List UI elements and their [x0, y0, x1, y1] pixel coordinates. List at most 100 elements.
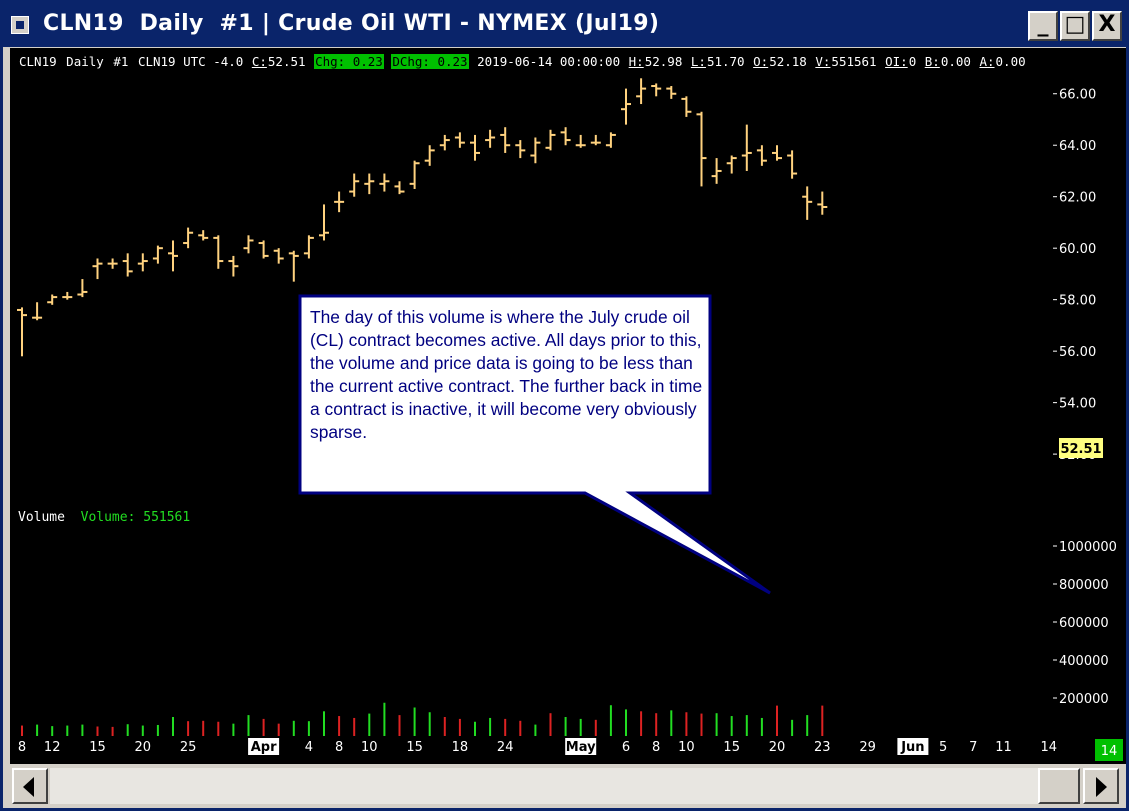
volume-tick-label: 800000 [1059, 578, 1109, 593]
callout-box [298, 294, 771, 595]
price-bar [802, 186, 813, 220]
price-bar [107, 258, 118, 269]
scroll-right-button[interactable] [1083, 768, 1119, 804]
last-price-badge: 52.51 [1059, 438, 1103, 458]
price-bar [424, 145, 435, 166]
volume-tick-label: 600000 [1059, 616, 1109, 631]
price-bar [92, 258, 103, 280]
price-bar [32, 302, 43, 321]
price-bar [515, 140, 526, 159]
price-tick-label: 64.00 [1059, 139, 1096, 154]
change-badge: Chg: 0.23 [314, 54, 384, 69]
price-bar [288, 250, 299, 282]
price-bar [168, 240, 178, 272]
volume-tick-label: 200000 [1059, 692, 1109, 707]
price-bar [183, 227, 194, 249]
date-label: 15 [723, 740, 740, 755]
title-bar[interactable]: CLN19 Daily #1 | Crude Oil WTI - NYMEX (… [3, 3, 1126, 47]
ask-value: 0.00 [995, 54, 1026, 69]
price-bar [349, 173, 360, 197]
chevron-right-icon [1096, 777, 1107, 797]
price-bar [560, 127, 571, 146]
date-label: 20 [135, 740, 152, 755]
price-bar [605, 132, 616, 148]
price-bar [62, 291, 73, 300]
volume-tick-label: 1000000 [1059, 540, 1117, 555]
price-bar [575, 134, 586, 148]
price-bars [17, 78, 828, 357]
chart-area[interactable]: 52.0054.0056.0058.0060.0062.0064.0066.00… [10, 48, 1126, 764]
date-label: 24 [497, 740, 514, 755]
volume-bars [21, 702, 824, 736]
price-bar [273, 248, 284, 264]
price-bar [228, 255, 239, 277]
daily-change-badge: DChg: 0.23 [391, 54, 469, 69]
window-title: CLN19 Daily #1 | Crude Oil WTI - NYMEX (… [43, 11, 660, 36]
price-bar [137, 253, 148, 272]
price-bar [636, 78, 647, 105]
price-bar [470, 134, 480, 161]
scroll-thumb[interactable] [1038, 768, 1080, 804]
ask-label: A: [979, 54, 995, 69]
price-bar [590, 134, 601, 146]
maximize-button[interactable]: □ [1060, 11, 1090, 41]
price-bar [122, 253, 133, 277]
low-value: 51.70 [706, 54, 745, 69]
info-bar: CLN19 Daily #1 CLN19 UTC -4.0 C:52.51 Ch… [18, 54, 1058, 71]
date-label: 23 [814, 740, 831, 755]
price-tick-label: 60.00 [1059, 242, 1096, 257]
high-label: H: [628, 54, 644, 69]
price-volume-chart[interactable]: 52.0054.0056.0058.0060.0062.0064.0066.00… [10, 48, 1126, 764]
price-bar [726, 155, 737, 174]
chevron-left-icon [23, 777, 34, 797]
low-label: L: [690, 54, 706, 69]
price-bar [500, 127, 511, 153]
price-bar [379, 173, 390, 192]
open-interest-value: 0 [908, 54, 917, 69]
volume-value: 551561 [831, 54, 877, 69]
date-label: 7 [969, 740, 977, 755]
price-tick-label: 54.00 [1059, 397, 1096, 412]
scroll-left-button[interactable] [12, 768, 48, 804]
close-button[interactable]: X [1092, 11, 1122, 41]
price-bar [243, 235, 254, 254]
price-bar [213, 235, 224, 269]
price-bar [621, 88, 631, 125]
horizontal-scrollbar[interactable] [10, 764, 1126, 808]
month-marker [565, 738, 597, 755]
chart-window-icon[interactable] [11, 16, 29, 34]
price-bar [17, 307, 27, 357]
month-marker [248, 738, 280, 755]
date-label: 8 [652, 740, 660, 755]
high-value: 52.98 [644, 54, 683, 69]
month-marker [897, 738, 929, 755]
scroll-counter-badge: 14 [1095, 739, 1123, 761]
month-label: Jun [900, 740, 924, 755]
price-bar [152, 245, 163, 264]
date-label: 12 [44, 740, 61, 755]
interval: Daily [66, 54, 104, 69]
date-label: 8 [335, 740, 343, 755]
timezone: CLN19 UTC -4.0 [137, 54, 244, 69]
price-bar [439, 134, 450, 151]
price-bar [696, 111, 707, 187]
price-bar [77, 279, 88, 298]
volume-axis: 200000 400000 600000 800000 1000000 [1053, 540, 1117, 707]
date-label: 8 [18, 740, 26, 755]
symbol: CLN19 [19, 54, 57, 69]
scroll-counter: 14 [1101, 744, 1118, 759]
price-bar [364, 173, 375, 195]
price-tick-label: 66.00 [1059, 88, 1096, 103]
price-bar [666, 86, 677, 99]
volume-label: V: [815, 54, 831, 69]
date-label: 10 [678, 740, 695, 755]
price-bar [47, 294, 58, 305]
price-bar [772, 145, 782, 161]
price-bar [711, 158, 722, 184]
price-bar [545, 129, 556, 151]
scroll-track[interactable] [50, 768, 1038, 804]
month-label: May [566, 740, 596, 755]
minimize-button[interactable]: _ [1028, 11, 1058, 41]
